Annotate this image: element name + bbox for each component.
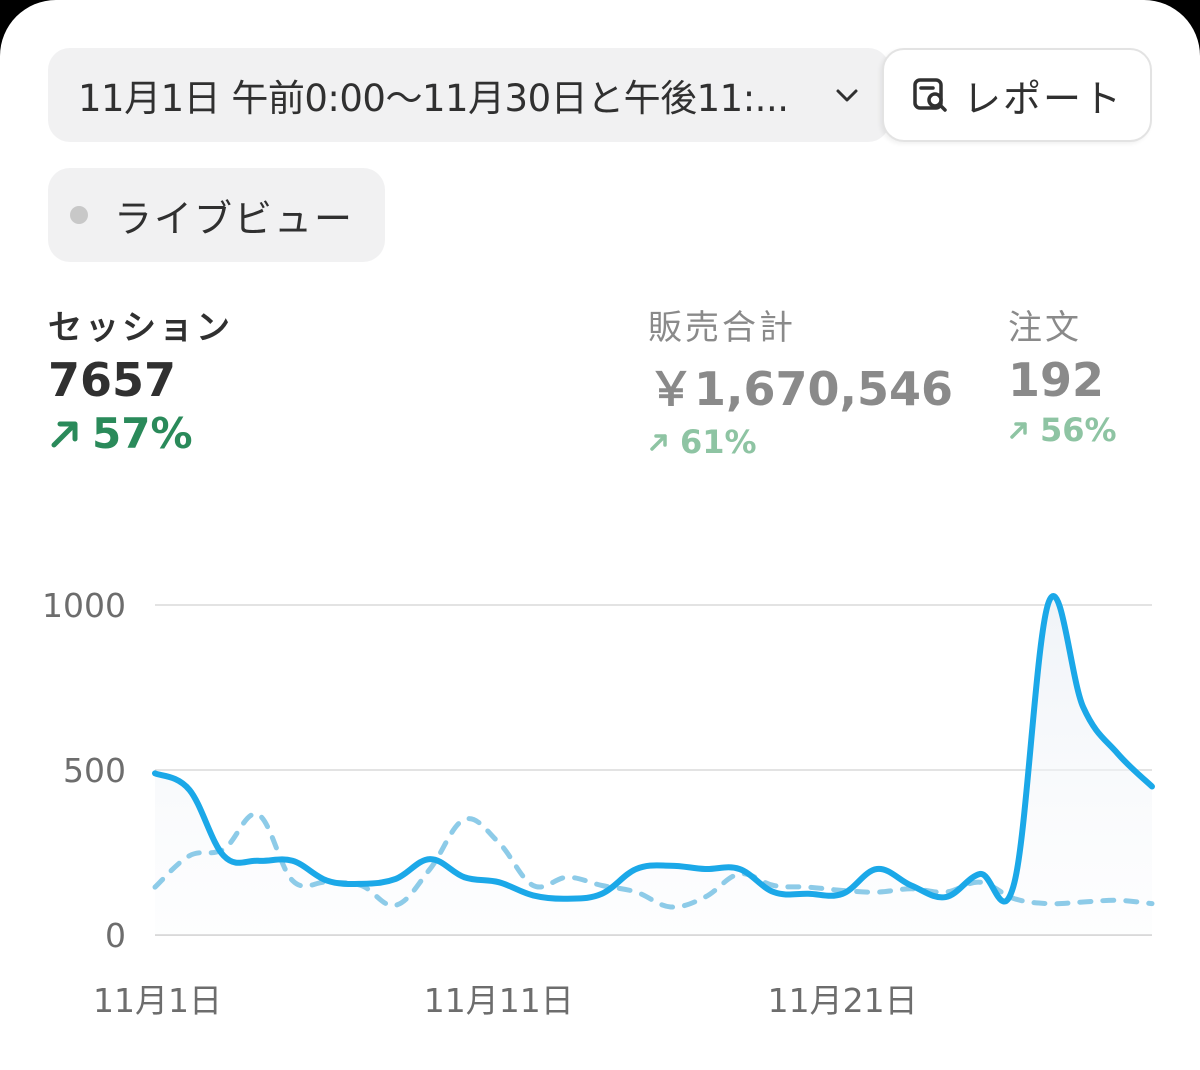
live-status-dot-icon [70,206,88,224]
y-tick-label: 1000 [42,586,126,625]
metric-total-sales[interactable]: 販売合計 ￥1,670,546 61% [648,300,953,461]
metric-value: 192 [1008,353,1105,407]
report-search-icon [913,78,947,112]
x-tick-label: 11月21日 [768,981,918,1020]
metric-label: セッション [48,308,233,348]
metric-sessions[interactable]: セッション 7657 57% [48,300,233,458]
sessions-series-line [152,593,1155,905]
metric-value: ￥1,670,546 [648,362,953,416]
report-button-label: レポート [962,76,1123,121]
date-range-label: 11月1日 午前0:00〜11月30日と午後11:... [78,77,789,120]
metric-change: 57% [48,409,233,458]
metric-label: 注文 [1008,308,1082,348]
x-tick-label: 11月11日 [424,981,574,1020]
metric-orders[interactable]: 注文 192 56% [1008,300,1117,449]
chevron-down-icon [836,89,858,102]
sessions-area [155,596,1152,935]
metric-change-value: 61% [680,423,757,461]
y-tick-label: 500 [63,751,126,790]
metric-change-value: 56% [1040,411,1117,449]
metric-change-value: 57% [92,409,193,458]
arrow-up-right-icon [51,421,78,447]
arrow-up-right-icon [1010,422,1027,439]
metric-value: 7657 [48,353,177,407]
arrow-up-right-icon [650,434,667,451]
report-button[interactable]: レポート [882,48,1152,142]
sessions-line-chart: 0 500 1000 11月1日 11月11日 11月21日 [42,586,1155,1020]
date-range-selector[interactable]: 11月1日 午前0:00〜11月30日と午後11:... [48,48,890,142]
metric-label: 販売合計 [648,308,796,348]
live-view-button[interactable]: ライブビュー [48,168,385,262]
x-tick-label: 11月1日 [93,981,222,1020]
y-tick-label: 0 [105,916,126,955]
metric-change: 61% [648,423,953,461]
metric-change: 56% [1008,411,1117,449]
live-view-label: ライブビュー [114,196,355,241]
comparison-series-line [152,811,1155,910]
